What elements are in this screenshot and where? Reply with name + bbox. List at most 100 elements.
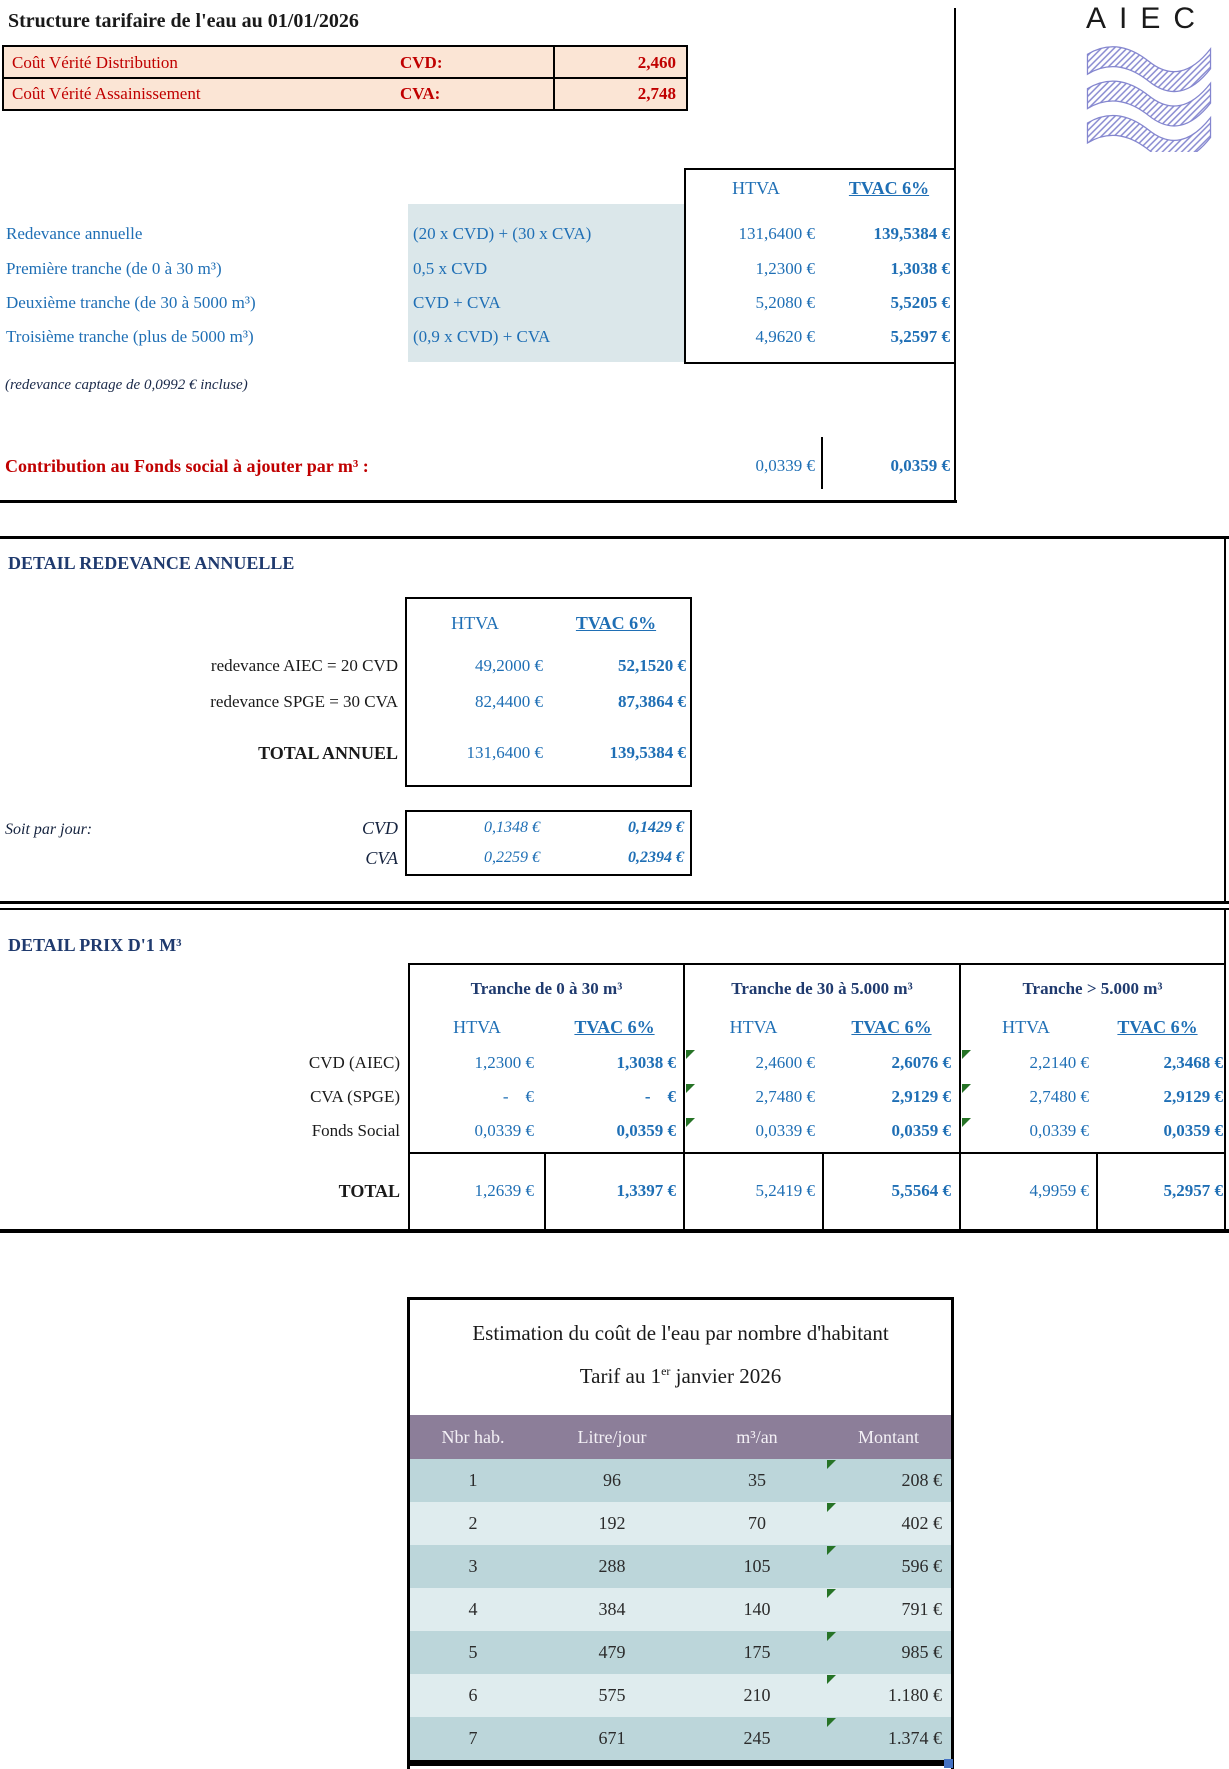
tranche-group-header: Tranche > 5.000 m³ <box>1022 979 1163 998</box>
estimation-cell: 140 <box>743 1599 771 1619</box>
redevance-row-tvac: 52,1520 € <box>618 656 686 675</box>
section3-bottom-border <box>0 1229 1229 1233</box>
estimation-cell: 479 <box>598 1642 626 1662</box>
top-values-box <box>684 168 956 364</box>
estimation-cell: 596 € <box>901 1556 943 1576</box>
tariff-row-formula: (20 x CVD) + (30 x CVA) <box>413 224 592 243</box>
top-col-htva: HTVA <box>732 178 780 198</box>
comment-marker-icon <box>962 1084 971 1093</box>
formula-column-bg <box>408 204 684 362</box>
estimation-title-line2: Tarif au 1er janvier 2026 <box>410 1356 951 1388</box>
tariff-row-label: Première tranche (de 0 à 30 m³) <box>6 259 222 278</box>
price-total-v3 <box>1096 1152 1098 1230</box>
section3-right-border <box>1224 908 1226 1232</box>
price-value: 2,9129 € <box>891 1087 952 1106</box>
redevance-row-htva: 49,2000 € <box>475 656 543 675</box>
estimation-row <box>410 1717 951 1760</box>
estimation-cell: 5 <box>468 1642 478 1662</box>
tariff-row-label: Redevance annuelle <box>6 224 143 243</box>
estimation-row <box>410 1502 951 1545</box>
cvd-cva-table: Coût Vérité Distribution CVD: 2,460 Coût… <box>2 45 688 111</box>
detail-prix-heading: DETAIL PRIX D'1 M³ <box>8 935 182 955</box>
price-value: 2,7480 € <box>1029 1087 1090 1106</box>
estimation-header-cell: Litre/jour <box>577 1427 647 1447</box>
estimation-cell: 7 <box>468 1728 478 1748</box>
price-table-top <box>408 963 1226 965</box>
price-total-value: 5,2419 € <box>755 1181 816 1200</box>
cvd-code: CVD: <box>400 53 443 72</box>
estimation-header-cell: Nbr hab. <box>441 1427 505 1447</box>
comment-marker-icon <box>686 1050 695 1059</box>
total-annuel-htva: 131,6400 € <box>466 743 544 762</box>
logo-wave-icon <box>1086 46 1212 152</box>
estimation-row <box>410 1631 951 1674</box>
estimation-header-cell: m³/an <box>736 1427 778 1447</box>
estimation-cell: 985 € <box>901 1642 943 1662</box>
price-col-htva: HTVA <box>729 1017 778 1037</box>
tariff-row-tvac: 5,5205 € <box>890 293 951 312</box>
redevance-row-label: redevance SPGE = 30 CVA <box>210 692 398 711</box>
price-total-value: 5,5564 € <box>891 1181 952 1200</box>
redevance-col-tvac: TVAC 6% <box>575 613 657 633</box>
tariff-row-htva: 131,6400 € <box>738 224 816 243</box>
estimation-cell: 288 <box>598 1556 626 1576</box>
comment-marker-icon <box>962 1050 971 1059</box>
price-total-value: 4,9959 € <box>1029 1181 1090 1200</box>
estimation-cell: 6 <box>468 1685 478 1705</box>
estimation-cell: 791 € <box>901 1599 943 1619</box>
per-day-cvd-htva: 0,1348 € <box>484 819 540 836</box>
price-value: 0,0359 € <box>1163 1121 1224 1140</box>
estimation-cell: 96 <box>603 1470 621 1490</box>
per-day-label: Soit par jour: <box>5 821 93 838</box>
price-row-label: CVA (SPGE) <box>310 1087 400 1106</box>
price-total-v2 <box>822 1152 824 1230</box>
estimation-row <box>410 1545 951 1588</box>
section3-top-border <box>0 908 1229 910</box>
tariff-row-tvac: 5,2597 € <box>890 327 951 346</box>
comment-marker-icon <box>686 1118 695 1127</box>
estimation-cell: 384 <box>598 1599 626 1619</box>
comment-marker-icon <box>962 1118 971 1127</box>
estimation-cell: 671 <box>598 1728 626 1748</box>
per-day-cvd-tvac: 0,1429 € <box>628 819 684 836</box>
estimation-row <box>410 1459 951 1502</box>
price-value: - € <box>502 1087 534 1106</box>
total-annuel-label: TOTAL ANNUEL <box>258 743 398 763</box>
estimation-title-suffix: janvier 2026 <box>670 1364 782 1388</box>
price-value: 2,2140 € <box>1029 1053 1090 1072</box>
estimation-header-cell: Montant <box>858 1427 919 1447</box>
estimation-cell: 70 <box>748 1513 766 1533</box>
estimation-cell: 1.180 € <box>888 1685 942 1705</box>
price-row-label: Fonds Social <box>311 1121 400 1140</box>
price-col-tvac: TVAC 6% <box>1117 1017 1198 1037</box>
section2-right-border <box>1224 536 1226 904</box>
tariff-row-htva: 5,2080 € <box>755 293 816 312</box>
tariff-row-tvac: 139,5384 € <box>873 224 951 243</box>
estimation-row <box>410 1588 951 1631</box>
contribution-label: Contribution au Fonds social à ajouter p… <box>5 456 369 476</box>
redevance-col-htva: HTVA <box>451 613 499 633</box>
estimation-cell: 105 <box>743 1556 771 1576</box>
comment-marker-icon <box>686 1084 695 1093</box>
cvd-label: Coût Vérité Distribution <box>12 53 178 72</box>
price-value: 2,3468 € <box>1163 1053 1224 1072</box>
aiec-logo-text: AIEC <box>1086 2 1209 35</box>
estimation-cell: 210 <box>743 1685 771 1705</box>
price-total-v1 <box>544 1152 546 1230</box>
price-table-v1 <box>408 963 410 1230</box>
estimation-row <box>410 1674 951 1717</box>
total-annuel-tvac: 139,5384 € <box>609 743 687 762</box>
detail-redevance-heading: DETAIL REDEVANCE ANNUELLE <box>8 553 295 573</box>
contribution-divider <box>821 437 823 489</box>
estimation-cell: 192 <box>598 1513 626 1533</box>
tariff-row-label: Troisième tranche (plus de 5000 m³) <box>6 327 254 346</box>
cva-value: 2,748 <box>637 84 676 103</box>
price-value: 2,4600 € <box>755 1053 816 1072</box>
price-total-value: 1,2639 € <box>474 1181 535 1200</box>
redevance-row-htva: 82,4400 € <box>475 692 543 711</box>
contribution-tvac: 0,0359 € <box>890 456 951 475</box>
estimation-cell: 4 <box>468 1599 478 1619</box>
redevance-box <box>405 597 692 787</box>
comment-marker-icon <box>827 1546 836 1555</box>
